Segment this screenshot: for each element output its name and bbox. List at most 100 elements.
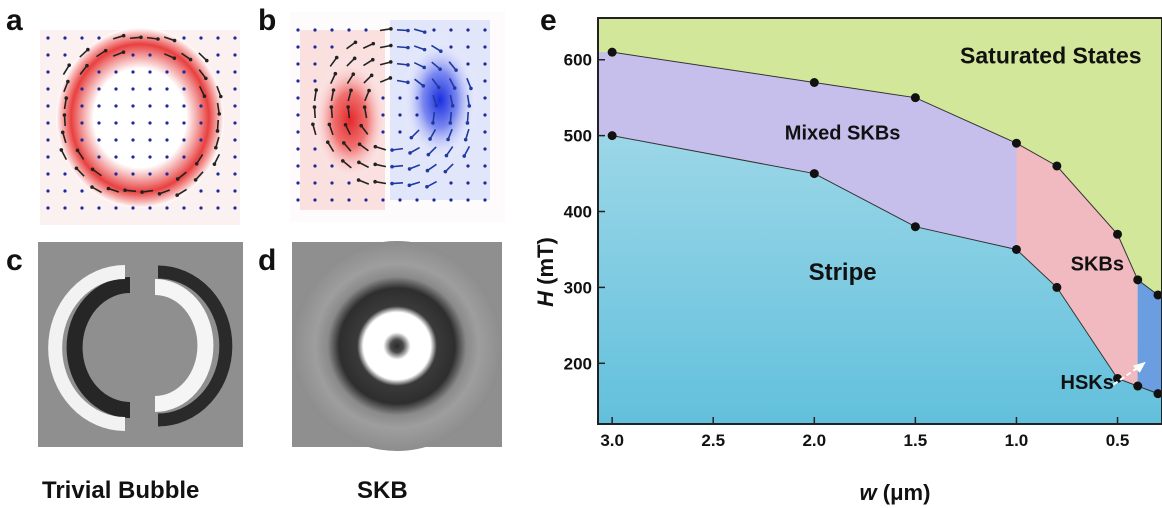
spin-arrow-arrowsB-105 (447, 128, 453, 140)
spin-arrow-arrowsB-59 (381, 96, 385, 100)
spin-arrow-arrowsA-131 (233, 206, 237, 210)
spin-arrow-arrowsA-106 (196, 154, 204, 165)
spin-arrow-arrowsA-89 (181, 52, 192, 61)
spin-arrow-arrowsB-89-head (439, 49, 443, 54)
mixed-skbs-region (598, 52, 1017, 250)
spin-arrow-arrowsB-96 (426, 163, 437, 172)
spin-arrow-arrowsA-87 (165, 206, 169, 210)
spin-arrow-arrowsA-92 (182, 104, 186, 108)
spin-arrow-arrowsB-83-head (409, 135, 414, 140)
spin-arrow-arrowsB-75-head (390, 181, 394, 186)
spin-arrow-arrowsA-117 (213, 153, 221, 165)
spin-arrow-arrowsA-25 (80, 87, 84, 91)
spin-arrow-arrowsA-24-head (85, 63, 89, 68)
spin-arrow-arrowsB-129 (483, 164, 487, 168)
spin-arrow-arrowsB-55-head (389, 27, 393, 31)
spin-arrow-arrowsA-100-head (204, 58, 209, 63)
spin-arrow-arrowsB-15 (313, 89, 317, 102)
spin-arrow-arrowsA-104 (199, 121, 203, 125)
caption-trivial-bubble: Trivial Bubble (42, 477, 199, 504)
spin-arrow-arrowsB-110 (466, 28, 470, 32)
region-labels: Saturated States Mixed SKBs SKBs Stripe HSKs (785, 43, 1146, 394)
spin-arrow-arrowsB-6 (296, 130, 300, 134)
spin-arrow-arrowsB-91-head (436, 85, 441, 90)
spin-arrow-arrowsB-19 (313, 164, 317, 168)
spin-arrow-arrowsA-114-head (217, 112, 222, 116)
spin-arrow-arrowsA-13-head (67, 63, 71, 67)
panel-b: b (258, 4, 505, 222)
spin-arrow-arrowsB-67 (396, 45, 409, 49)
spin-arrow-arrowsB-63-head (373, 162, 377, 167)
spin-arrow-arrowsB-102-head (452, 86, 457, 90)
spin-arrow-arrowsB-37-head (349, 88, 353, 93)
boundary-line-2 (1016, 249, 1138, 387)
spin-arrow-arrowsB-16-head (312, 105, 317, 109)
spin-arrow-arrowsA-107-head (193, 178, 198, 182)
hsks-region (1137, 279, 1162, 396)
spin-arrow-arrowsA-67 (148, 53, 152, 57)
panel-d: d SKB (258, 241, 502, 504)
spin-arrow-arrowsB-104-head (448, 121, 453, 125)
spin-arrow-arrowsB-45-head (371, 41, 376, 46)
spin-arrow-arrowsA-39 (97, 138, 101, 142)
spin-arrow-arrowsA-46 (114, 70, 118, 74)
spin-arrow-arrowsB-69-head (406, 80, 410, 85)
spin-arrow-arrowsB-62-head (373, 144, 378, 149)
spin-arrow-arrowsA-96-head (175, 177, 180, 181)
spin-arrow-arrowsB-107 (444, 163, 454, 173)
y-axis-label: H (mT) (533, 237, 558, 307)
spin-arrow-arrowsB-29-head (325, 140, 330, 144)
spin-arrow-arrowsB-131 (483, 198, 487, 202)
data-point (1011, 244, 1021, 254)
spin-arrow-arrowsB-55 (379, 28, 392, 32)
spin-arrow-arrowsA-74 (148, 172, 152, 176)
label-mixed-skbs: Mixed SKBs (785, 122, 901, 144)
spin-arrow-arrowsB-52-head (357, 160, 361, 165)
spin-arrow-arrowsA-42 (91, 186, 103, 194)
spin-arrow-arrowsA-94 (182, 138, 186, 142)
spin-arrow-arrowsB-112 (466, 62, 470, 66)
spin-arrow-arrowsB-35 (346, 57, 356, 67)
spin-arrow-arrowsB-34 (346, 41, 356, 50)
spin-arrow-arrowsA-109 (199, 206, 203, 210)
spin-arrow-arrowsB-111 (466, 45, 470, 49)
spin-arrow-arrowsA-49 (114, 121, 118, 125)
spin-arrow-arrowsA-113 (216, 85, 222, 97)
spin-arrow-arrowsB-85-head (407, 167, 412, 171)
spin-arrow-arrowsA-98 (182, 206, 186, 210)
spin-arrow-arrowsB-101 (448, 61, 457, 71)
spin-arrow-arrowsA-0 (46, 36, 50, 40)
x-tick-label: 2.0 (802, 431, 826, 450)
spin-arrow-arrowsB-100 (449, 45, 453, 49)
x-tick-label: 0.5 (1106, 431, 1130, 450)
spin-arrow-arrowsB-48 (364, 90, 370, 102)
spin-arrow-arrowsB-80 (414, 78, 424, 87)
spin-arrow-arrowsA-32 (80, 206, 84, 210)
y-tick-label: 600 (564, 51, 592, 70)
spin-arrow-arrowsA-27 (80, 121, 84, 125)
spin-arrow-arrowsB-37 (347, 90, 352, 102)
spin-arrow-arrowsB-4 (296, 96, 300, 100)
spin-arrow-arrowsA-23-head (86, 47, 90, 52)
spin-arrow-arrowsA-128 (233, 155, 237, 159)
spin-arrow-arrowsA-57 (131, 70, 135, 74)
panel-label-e: e (540, 4, 557, 37)
spin-arrow-arrowsB-24-head (334, 55, 339, 60)
spin-arrow-arrowsA-33 (97, 36, 101, 40)
spin-arrow-arrowsB-88 (432, 28, 436, 32)
spin-arrow-arrowsB-51-head (357, 142, 362, 147)
spin-arrow-arrowsA-77 (163, 36, 175, 42)
caption-skb: SKB (357, 477, 408, 504)
spin-arrow-arrowsA-99 (199, 36, 203, 40)
skbs-region (1016, 143, 1138, 387)
saturated-states-region (598, 18, 1162, 295)
spin-arrow-arrowsA-105 (199, 138, 203, 142)
data-point (1052, 282, 1062, 292)
spin-arrow-arrowsB-10 (296, 198, 300, 202)
spin-arrow-arrowsB-122 (483, 45, 487, 49)
spin-arrow-arrowsA-37 (97, 104, 101, 108)
spin-arrow-arrowsB-2 (296, 62, 300, 66)
data-point (1153, 290, 1162, 300)
spin-arrow-arrowsB-113-head (469, 86, 473, 91)
spin-arrow-arrowsA-66-head (156, 37, 160, 41)
